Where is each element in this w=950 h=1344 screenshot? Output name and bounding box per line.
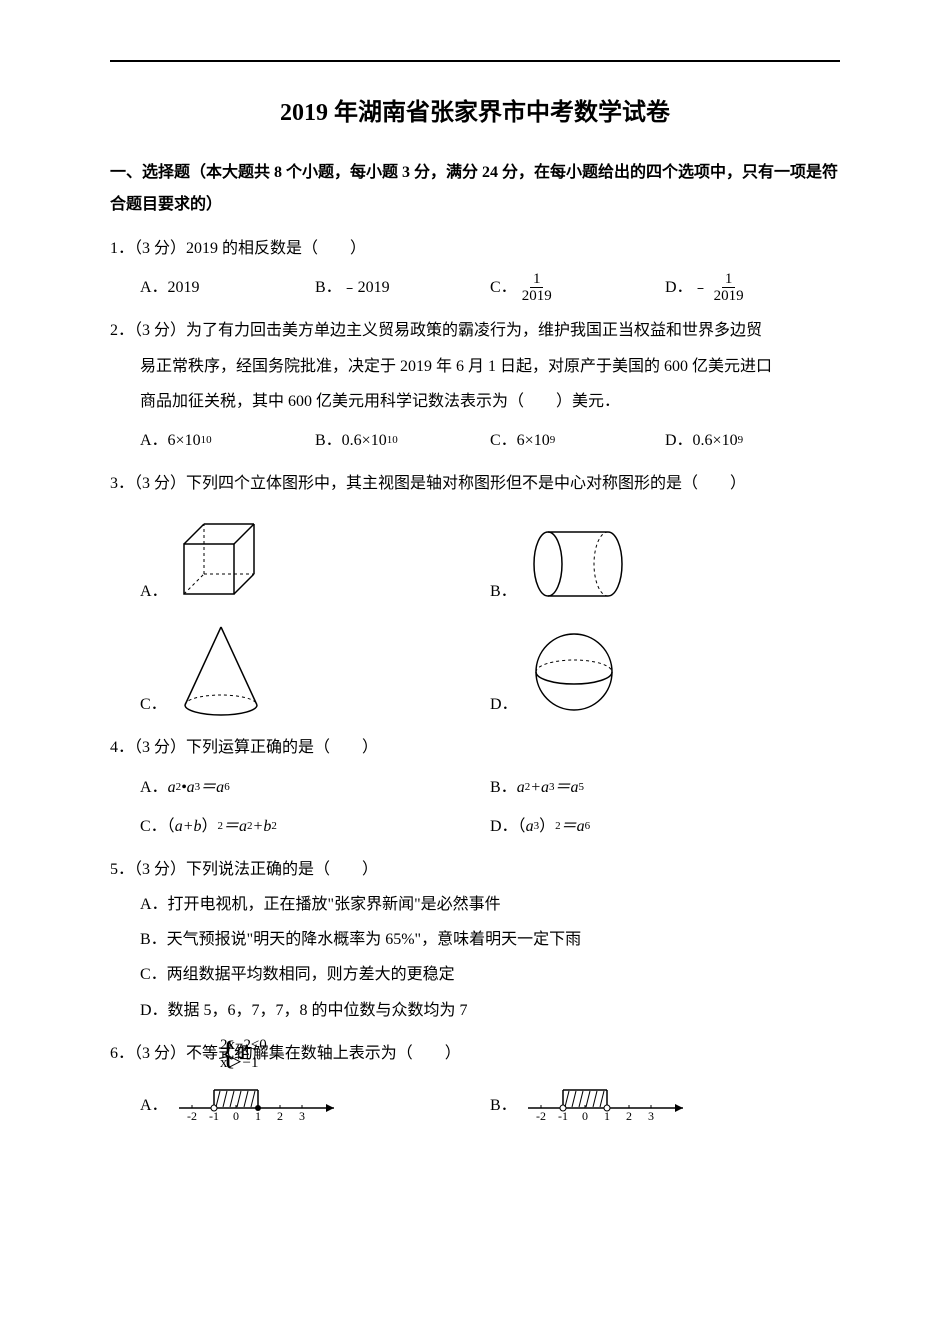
q2-opt-d: D．0.6×109 (665, 423, 840, 458)
svg-text:0: 0 (582, 1109, 588, 1123)
q2-opt-a: A．6×1010 (140, 423, 315, 458)
q4-row2: C．（a+b）2＝a2+b2 D．（a3）2＝a6 (110, 809, 840, 844)
q1-opt-a: A．2019 (140, 270, 315, 305)
q1-options: A．2019 B．﹣2019 C． 1 2019 D．﹣ 1 2019 (110, 270, 840, 305)
q4-row1: A． a2•a3＝a6 B． a2+a3＝a5 (110, 770, 840, 805)
q6-stem: 6．（3 分）不等式组 { 2x−2≤0 x＞−1 的解集在数轴上表示为（ ） (110, 1036, 840, 1072)
svg-text:-2: -2 (536, 1109, 546, 1123)
q3-cell-d: D． (490, 617, 840, 722)
q4-opt-d: D．（a3）2＝a6 (490, 809, 840, 844)
q5-stem: 5．（3 分）下列说法正确的是（ ） (110, 852, 840, 887)
svg-text:2: 2 (277, 1109, 283, 1123)
svg-text:3: 3 (648, 1109, 654, 1123)
svg-text:-2: -2 (187, 1109, 197, 1123)
sphere-icon (524, 622, 624, 722)
q3-cell-a: A． (140, 509, 490, 609)
svg-text:3: 3 (299, 1109, 305, 1123)
page-title: 2019 年湖南省张家界市中考数学试卷 (110, 92, 840, 127)
q1-stem: 1．（3 分）2019 的相反数是（ ） (110, 231, 840, 266)
q2-opt-c: C．6×109 (490, 423, 665, 458)
q2-line3: 商品加征关税，其中 600 亿美元用科学记数法表示为（ ）美元． (110, 384, 840, 419)
number-line-a-icon: -2 -1 0 1 2 3 (174, 1078, 344, 1123)
q4-opt-a: A． a2•a3＝a6 (140, 770, 490, 805)
question-1: 1．（3 分）2019 的相反数是（ ） A．2019 B．﹣2019 C． 1… (110, 231, 840, 305)
q5-opt-c: C．两组数据平均数相同，则方差大的更稳定 (110, 957, 840, 992)
fraction: 1 2019 (519, 271, 555, 305)
q1-opt-b: B．﹣2019 (315, 270, 490, 305)
number-line-b-icon: -2 -1 0 1 2 3 (523, 1078, 693, 1123)
q4-opt-b: B． a2+a3＝a5 (490, 770, 840, 805)
svg-text:1: 1 (255, 1109, 261, 1123)
question-6: 6．（3 分）不等式组 { 2x−2≤0 x＞−1 的解集在数轴上表示为（ ） … (110, 1036, 840, 1123)
q6-opt-b: B． -2 -1 0 1 2 3 (490, 1078, 840, 1123)
q1-opt-c: C． 1 2019 (490, 270, 665, 305)
q1-opt-d: D．﹣ 1 2019 (665, 270, 840, 305)
q3-cell-b: B． (490, 509, 840, 609)
section-header: 一、选择题（本大题共 8 个小题，每小题 3 分，满分 24 分，在每小题给出的… (110, 157, 840, 221)
q5-opt-a: A．打开电视机，正在播放"张家界新闻"是必然事件 (110, 887, 840, 922)
q5-opt-b: B．天气预报说"明天的降水概率为 65%"，意味着明天一定下雨 (110, 922, 840, 957)
q3-row2: C． D． (110, 617, 840, 722)
q3-cell-c: C． (140, 617, 490, 722)
q3-row1: A． B． (110, 509, 840, 609)
q2-line2: 易正常秩序，经国务院批准，决定于 2019 年 6 月 1 日起，对原产于美国的… (110, 349, 840, 384)
fraction: 1 2019 (711, 271, 747, 305)
q4-stem: 4．（3 分）下列运算正确的是（ ） (110, 730, 840, 765)
svg-text:0: 0 (233, 1109, 239, 1123)
q6-opt-a: A． -2 -1 0 1 2 3 (140, 1078, 490, 1123)
question-3: 3．（3 分）下列四个立体图形中，其主视图是轴对称图形但不是中心对称图形的是（ … (110, 466, 840, 722)
question-2: 2．（3 分）为了有力回击美方单边主义贸易政策的霸凌行为，维护我国正当权益和世界… (110, 313, 840, 458)
cylinder-icon (523, 519, 633, 609)
q2-options: A．6×1010 B．0.6×1010 C．6×109 D．0.6×109 (110, 423, 840, 458)
top-rule (110, 60, 840, 62)
q2-opt-b: B．0.6×1010 (315, 423, 490, 458)
q5-opt-d: D．数据 5，6，7，7，8 的中位数与众数均为 7 (110, 993, 840, 1028)
question-4: 4．（3 分）下列运算正确的是（ ） A． a2•a3＝a6 B． a2+a3＝… (110, 730, 840, 844)
q2-line1: 2．（3 分）为了有力回击美方单边主义贸易政策的霸凌行为，维护我国正当权益和世界… (110, 313, 840, 348)
q6-images: A． -2 -1 0 1 2 3 (110, 1078, 840, 1123)
cone-icon (173, 617, 273, 722)
q4-opt-c: C．（a+b）2＝a2+b2 (140, 809, 490, 844)
q3-stem: 3．（3 分）下列四个立体图形中，其主视图是轴对称图形但不是中心对称图形的是（ … (110, 466, 840, 501)
question-5: 5．（3 分）下列说法正确的是（ ） A．打开电视机，正在播放"张家界新闻"是必… (110, 852, 840, 1028)
cube-icon (174, 509, 264, 609)
svg-text:2: 2 (626, 1109, 632, 1123)
